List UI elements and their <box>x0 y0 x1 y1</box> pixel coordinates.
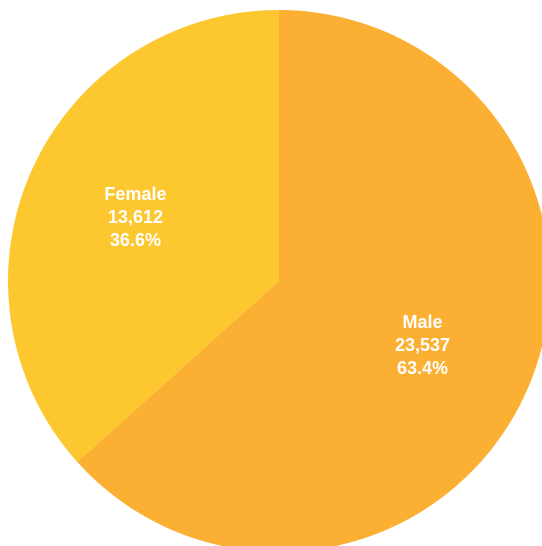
slice-percent-female: 36.6% <box>110 230 161 250</box>
slice-value-female: 13,612 <box>108 207 163 227</box>
slice-label-female: Female <box>104 184 166 204</box>
slice-labels: Male 23,537 63.4% Female 13,612 36.6% <box>104 184 450 378</box>
slice-percent-male: 63.4% <box>397 358 448 378</box>
pie-slice-female <box>7 10 279 463</box>
pie-slices <box>7 10 542 546</box>
slice-label-male: Male <box>403 312 443 332</box>
pie-slice-male <box>77 10 542 546</box>
slice-value-male: 23,537 <box>395 335 450 355</box>
